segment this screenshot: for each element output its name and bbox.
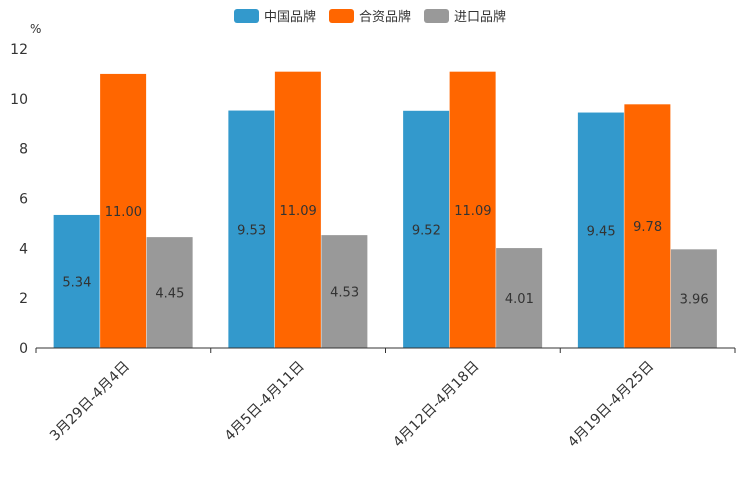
bar-group-0: 5.34 11.00 4.45 <box>53 73 193 349</box>
legend-item-1[interactable]: 合资品牌 <box>329 9 411 25</box>
x-tick-label: 4月5日-4月11日 <box>222 358 308 444</box>
data-label: 11.00 <box>105 205 142 220</box>
legend-label: 中国品牌 <box>264 9 316 25</box>
legend-item-2[interactable]: 进口品牌 <box>424 9 506 25</box>
data-label: 9.53 <box>237 223 266 238</box>
bar[interactable] <box>321 235 368 348</box>
data-label: 4.53 <box>330 286 359 301</box>
legend-swatch <box>329 9 354 23</box>
y-axis-unit-label: % <box>30 22 41 36</box>
y-tick-label: 8 <box>19 142 28 158</box>
bar[interactable] <box>228 110 275 349</box>
bar[interactable] <box>274 71 321 348</box>
data-label: 5.34 <box>62 275 91 290</box>
y-tick-label: 12 <box>10 42 28 58</box>
legend: 中国品牌 合资品牌 进口品牌 <box>234 9 506 25</box>
y-tick-label: 0 <box>19 341 28 357</box>
bar-group-2: 9.52 11.09 4.01 <box>403 71 543 348</box>
bar-group-3: 9.45 9.78 3.96 <box>577 104 717 348</box>
x-tick-label: 4月12日-4月18日 <box>390 358 482 450</box>
y-tick-label: 4 <box>19 241 28 257</box>
data-label: 3.96 <box>680 293 709 308</box>
y-axis: 0 2 4 6 8 10 12 <box>10 42 28 357</box>
data-label: 11.09 <box>280 204 317 219</box>
y-tick-label: 2 <box>19 291 28 307</box>
legend-swatch <box>424 9 449 23</box>
bar[interactable] <box>53 214 100 348</box>
data-label: 9.45 <box>587 224 616 239</box>
data-label: 4.01 <box>505 292 534 307</box>
legend-swatch <box>234 9 259 23</box>
data-label: 9.78 <box>633 220 662 235</box>
legend-label: 进口品牌 <box>454 9 506 25</box>
legend-item-0[interactable]: 中国品牌 <box>234 9 316 25</box>
x-tick-label: 4月19日-4月25日 <box>565 358 657 450</box>
bar[interactable] <box>100 73 147 349</box>
y-tick-label: 10 <box>10 92 28 108</box>
y-tick-label: 6 <box>19 192 28 208</box>
bar[interactable] <box>624 104 671 348</box>
legend-label: 合资品牌 <box>359 9 411 25</box>
x-axis: 3月29日-4月4日 4月5日-4月11日 4月12日-4月18日 4月19日-4月2… <box>35 347 736 451</box>
x-tick-label: 3月29日-4月4日 <box>47 358 133 444</box>
bar[interactable] <box>496 248 543 348</box>
bar[interactable] <box>403 110 450 348</box>
bars: 5.3411.004.459.5311.094.539.5211.094.019… <box>53 71 717 349</box>
data-label: 11.09 <box>454 204 491 219</box>
data-label: 4.45 <box>155 287 184 302</box>
bar[interactable] <box>449 71 496 348</box>
bar[interactable] <box>146 237 193 348</box>
bar[interactable] <box>577 112 624 348</box>
bar[interactable] <box>670 249 717 348</box>
bar-group-1: 9.53 11.09 4.53 <box>228 71 368 349</box>
data-label: 9.52 <box>412 223 441 238</box>
